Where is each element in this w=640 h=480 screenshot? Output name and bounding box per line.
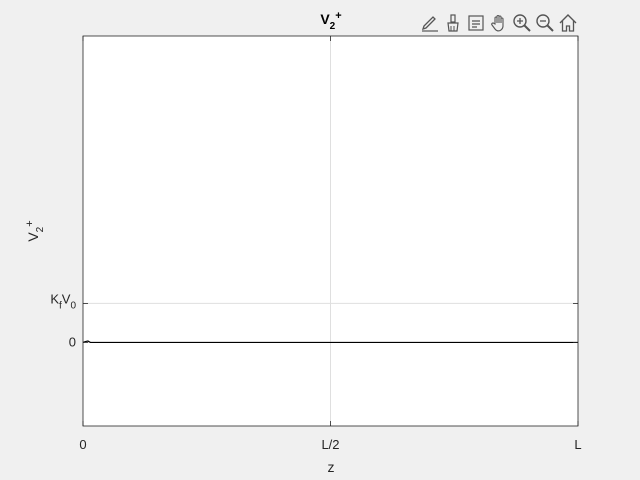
home-icon[interactable] (557, 12, 579, 34)
tick-layer (82, 36, 579, 426)
edit-plot-icon[interactable] (419, 12, 441, 34)
zoom-out-icon[interactable] (534, 12, 556, 34)
ylabel-superscript: + (24, 220, 36, 226)
tick-label-base: V (62, 291, 71, 306)
tick-label-subscript: 0 (70, 300, 76, 311)
brush-icon[interactable] (442, 12, 464, 34)
axes-toolbar (419, 11, 579, 35)
chart-title: V2+ (320, 10, 341, 32)
zoom-in-icon[interactable] (511, 12, 533, 34)
y-tick-label: 0 (69, 334, 76, 349)
tick-label-base: K (50, 291, 59, 306)
series-line (82, 340, 578, 344)
y-axis-label: V2+ (24, 220, 46, 241)
series-layer (82, 340, 578, 344)
title-base: V (320, 11, 330, 27)
x-tick-label: L (574, 437, 581, 452)
ylabel-base: V (25, 232, 41, 242)
title-superscript: + (335, 10, 341, 22)
title-subscript: 2 (330, 21, 336, 32)
data-tips-icon[interactable] (465, 12, 487, 34)
ylabel-subscript: 2 (35, 226, 46, 232)
x-axis-label: z (328, 459, 335, 475)
y-tick-label: KfV0 (50, 291, 76, 311)
pan-hand-icon[interactable] (488, 12, 510, 34)
tick-label-subscript: f (59, 300, 62, 311)
x-tick-label: L/2 (321, 437, 339, 452)
x-tick-label: 0 (79, 437, 86, 452)
